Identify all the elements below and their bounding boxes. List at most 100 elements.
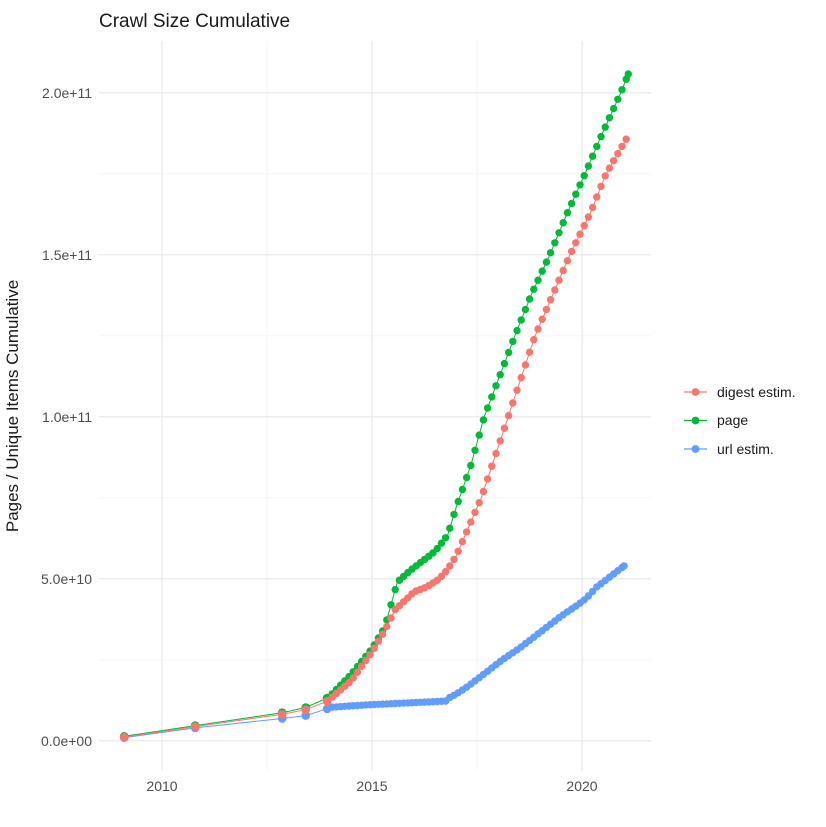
data-point-page — [614, 95, 622, 104]
data-point-page — [542, 258, 551, 266]
data-point-digest-estim — [567, 247, 576, 256]
data-point-page — [500, 359, 509, 368]
data-point-digest-estim — [555, 276, 563, 284]
legend-key-dot-url-estim — [691, 445, 700, 453]
y-tick-label-1e11: 1.0e+11 — [42, 409, 92, 425]
data-point-page — [521, 305, 530, 314]
data-point-digest-estim — [479, 487, 488, 496]
data-point-digest-estim — [353, 668, 362, 676]
data-point-digest-estim — [277, 710, 287, 719]
data-point-digest-estim — [488, 462, 496, 470]
data-point-page — [441, 534, 450, 542]
data-point-page — [580, 172, 588, 180]
y-tick-label-2e11: 2.0e+11 — [42, 85, 92, 101]
data-point-digest-estim — [378, 630, 387, 638]
y-tick-label-0: 0.0e+00 — [41, 733, 92, 749]
data-point-digest-estim — [475, 499, 483, 507]
data-point-url-estim — [620, 562, 628, 570]
data-point-digest-estim — [618, 142, 626, 151]
data-point-page — [538, 267, 546, 275]
data-point-page — [601, 123, 609, 131]
data-point-page — [479, 416, 488, 424]
y-axis-title: Pages / Unique Items Cumulative — [3, 280, 22, 532]
data-point-page — [546, 249, 555, 257]
data-point-page — [530, 285, 538, 293]
data-point-page — [584, 162, 593, 170]
data-point-digest-estim — [597, 182, 605, 191]
y-tick-label-5e10: 5.0e+10 — [41, 571, 92, 587]
data-point-digest-estim — [496, 437, 504, 445]
data-point-digest-estim — [370, 644, 378, 652]
data-point-page — [593, 142, 601, 151]
data-point-digest-estim — [576, 230, 584, 238]
data-point-page — [467, 461, 475, 470]
data-point-page — [391, 585, 399, 594]
data-point-digest-estim — [538, 315, 546, 323]
data-point-digest-estim — [534, 325, 542, 333]
data-point-page — [588, 152, 597, 160]
data-point-page — [517, 316, 525, 324]
data-point-digest-estim — [471, 508, 479, 517]
data-point-digest-estim — [622, 135, 630, 143]
data-point-page — [576, 181, 584, 189]
data-point-digest-estim — [362, 656, 370, 665]
data-point-digest-estim — [500, 424, 509, 432]
data-point-page — [387, 601, 395, 609]
data-point-url-estim — [301, 711, 311, 720]
data-point-page — [513, 326, 521, 335]
data-point-page — [624, 70, 632, 78]
data-point-page — [563, 209, 572, 217]
data-point-page — [496, 371, 504, 379]
data-point-digest-estim — [383, 622, 391, 631]
data-point-digest-estim — [454, 547, 462, 555]
data-point-digest-estim — [492, 449, 500, 458]
data-point-digest-estim — [467, 518, 475, 526]
data-point-digest-estim — [357, 662, 366, 670]
data-point-page — [504, 348, 513, 357]
data-point-page — [471, 446, 479, 454]
x-tick-label-2020: 2020 — [566, 778, 597, 794]
data-point-digest-estim — [563, 257, 572, 265]
data-point-page — [572, 190, 580, 198]
data-point-digest-estim — [525, 348, 534, 356]
data-point-digest-estim — [387, 614, 395, 622]
x-tick-label-2010: 2010 — [146, 778, 177, 794]
data-point-digest-estim — [458, 537, 467, 546]
data-point-digest-estim — [450, 555, 458, 564]
legend-key-dot-page — [691, 416, 700, 425]
data-point-page — [555, 229, 563, 237]
data-point-digest-estim — [349, 674, 357, 682]
data-point-page — [488, 393, 496, 401]
data-point-page — [559, 219, 567, 227]
data-point-digest-estim — [601, 172, 609, 180]
legend-label-page: page — [717, 412, 748, 428]
data-point-digest-estim — [572, 239, 580, 247]
data-point-page — [450, 510, 458, 519]
data-point-page — [534, 276, 542, 284]
data-point-digest-estim — [593, 193, 601, 201]
legend-label-digest-estim: digest estim. — [717, 384, 796, 400]
legend-keys — [684, 388, 707, 453]
data-point-digest-estim — [530, 335, 538, 344]
gridlines — [99, 41, 651, 770]
data-point-digest-estim — [517, 373, 525, 382]
data-point-digest-estim — [559, 266, 567, 275]
data-point-digest-estim — [521, 361, 530, 369]
data-point-digest-estim — [509, 399, 517, 407]
data-point-digest-estim — [546, 296, 555, 304]
data-point-digest-estim — [504, 411, 513, 420]
data-point-digest-estim — [542, 305, 551, 314]
data-point-digest-estim — [551, 286, 559, 294]
data-point-page — [437, 539, 446, 547]
data-point-page — [454, 497, 462, 506]
data-point-page — [458, 485, 467, 494]
data-point-digest-estim — [588, 203, 597, 212]
data-point-page — [446, 524, 454, 532]
data-point-digest-estim — [584, 213, 593, 221]
data-point-page — [492, 382, 500, 390]
data-point-page — [483, 404, 492, 412]
data-point-page — [551, 239, 559, 247]
data-point-digest-estim — [441, 567, 450, 576]
data-point-digest-estim — [437, 572, 446, 581]
